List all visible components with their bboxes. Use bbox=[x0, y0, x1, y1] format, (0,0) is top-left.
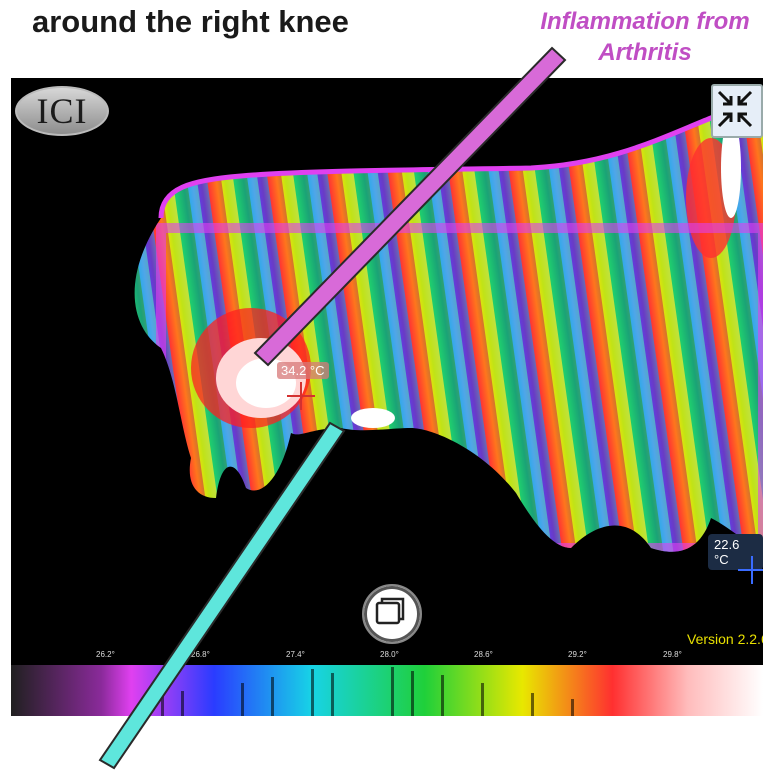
collapse-arrows-icon bbox=[717, 90, 753, 128]
capture-button[interactable] bbox=[362, 584, 422, 644]
caption-right: Inflammation from Arthritis bbox=[500, 6, 763, 68]
crosshair-icon bbox=[287, 382, 315, 410]
thermal-image-view[interactable]: ICI 34.2 °C 22.6 °C Version 2.2.6 bbox=[11, 78, 763, 716]
version-label: Version 2.2.6 bbox=[687, 631, 763, 647]
logo-text: ICI bbox=[36, 91, 88, 131]
ici-logo: ICI bbox=[15, 86, 109, 136]
scale-tick-label: 29.2° bbox=[568, 650, 587, 659]
temperature-scale-bar: 26.2° 26.8° 27.4° 28.0° 28.6° 29.2° 29.8… bbox=[11, 647, 763, 716]
caption-left: around the right knee bbox=[32, 4, 349, 39]
max-temperature-label: 34.2 °C bbox=[277, 362, 329, 379]
scale-tick-label: 29.8° bbox=[663, 650, 682, 659]
capture-icon bbox=[375, 597, 405, 625]
collapse-button[interactable] bbox=[711, 84, 763, 138]
scale-tick-label: 27.4° bbox=[286, 650, 305, 659]
scale-tick-label: 28.6° bbox=[474, 650, 493, 659]
scale-tick-label: 26.8° bbox=[191, 650, 210, 659]
min-temperature-label: 22.6 °C bbox=[708, 534, 763, 570]
scale-tick-label: 28.0° bbox=[380, 650, 399, 659]
scale-tick-label: 26.2° bbox=[96, 650, 115, 659]
caption-right-line1: Inflammation from bbox=[540, 8, 750, 35]
crosshair-icon bbox=[738, 556, 763, 584]
caption-right-line2: Arthritis bbox=[598, 39, 692, 66]
